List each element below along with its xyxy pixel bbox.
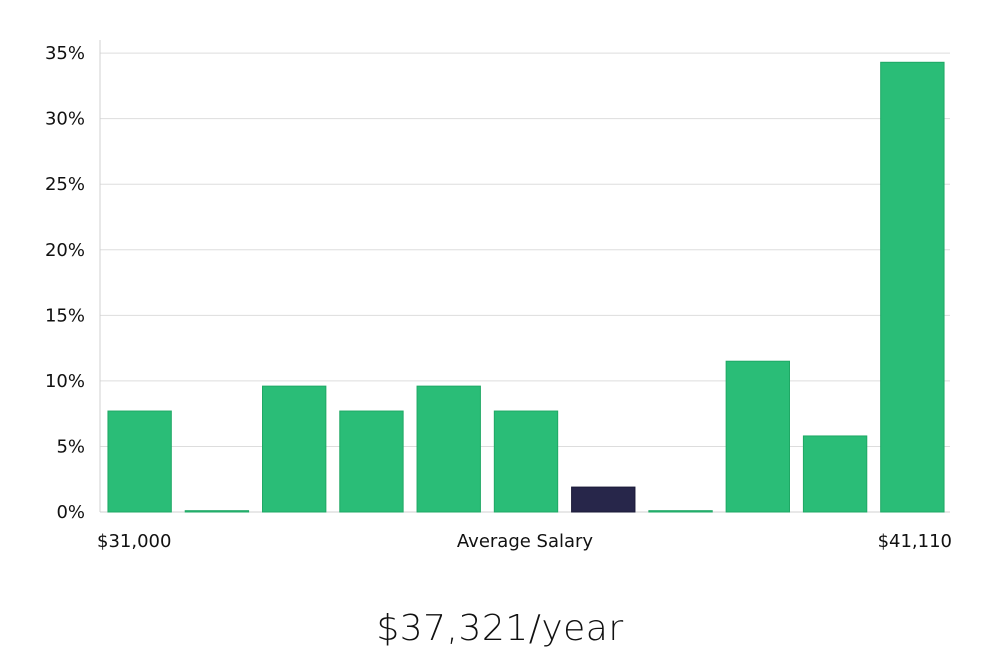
- x-max-label: $41,110: [878, 531, 952, 552]
- y-tick-label: 10%: [45, 371, 85, 392]
- bar: [802, 435, 868, 513]
- y-tick-label: 0%: [56, 502, 85, 523]
- bar: [725, 360, 790, 513]
- y-tick-labels: 0% 5% 10% 15% 20% 25% 30% 35%: [45, 43, 85, 523]
- grid-lines: [100, 52, 950, 447]
- bar: [339, 410, 404, 513]
- bar: [416, 385, 481, 513]
- y-tick-label: 20%: [45, 240, 85, 261]
- bar: [648, 510, 713, 513]
- bar: [880, 61, 945, 513]
- bar: [493, 410, 559, 513]
- y-tick-label: 5%: [56, 436, 85, 457]
- y-tick-label: 15%: [45, 305, 85, 326]
- bar: [262, 385, 327, 513]
- y-tick-label: 25%: [45, 174, 85, 195]
- y-tick-label: 30%: [45, 109, 85, 130]
- bar: [107, 410, 172, 513]
- y-tick-label: 35%: [45, 43, 85, 64]
- x-axis-label: Average Salary: [457, 531, 594, 552]
- x-min-label: $31,000: [97, 531, 171, 552]
- bars: [107, 61, 945, 513]
- highlighted-bar: [571, 486, 636, 513]
- bar: [184, 510, 250, 513]
- salary-distribution-chart: 0% 5% 10% 15% 20% 25% 30% 35% $31,000 Average S…: [45, 40, 952, 552]
- average-salary-value: $37,321/year: [376, 608, 624, 649]
